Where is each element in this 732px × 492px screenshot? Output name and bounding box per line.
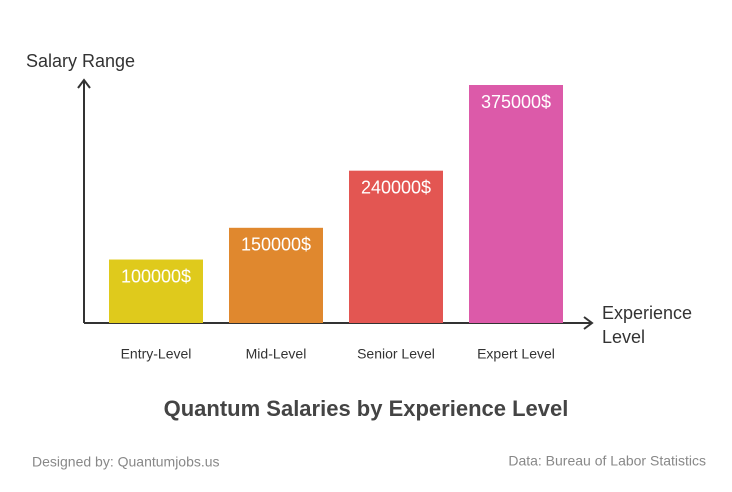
chart-title: Quantum Salaries by Experience Level [164,396,569,421]
y-axis-label: Salary Range [26,51,135,71]
x-tick-label: Entry-Level [121,346,192,362]
value-label: 100000$ [121,266,191,286]
bar [349,170,443,323]
x-axis-label: Experience Level [602,303,693,347]
bar [229,227,323,323]
bar [109,259,203,323]
x-tick-label: Expert Level [477,346,555,362]
axes [77,78,594,330]
credit: Designed by: Quantumjobs.us [32,454,220,470]
source: Data: Bureau of Labor Statistics [508,453,706,469]
value-label: 150000$ [241,235,311,255]
x-tick-label: Mid-Level [246,346,307,362]
value-label: 240000$ [361,177,431,197]
bar [469,85,563,323]
value-label: 375000$ [481,92,551,112]
x-tick-label: Senior Level [357,346,435,362]
